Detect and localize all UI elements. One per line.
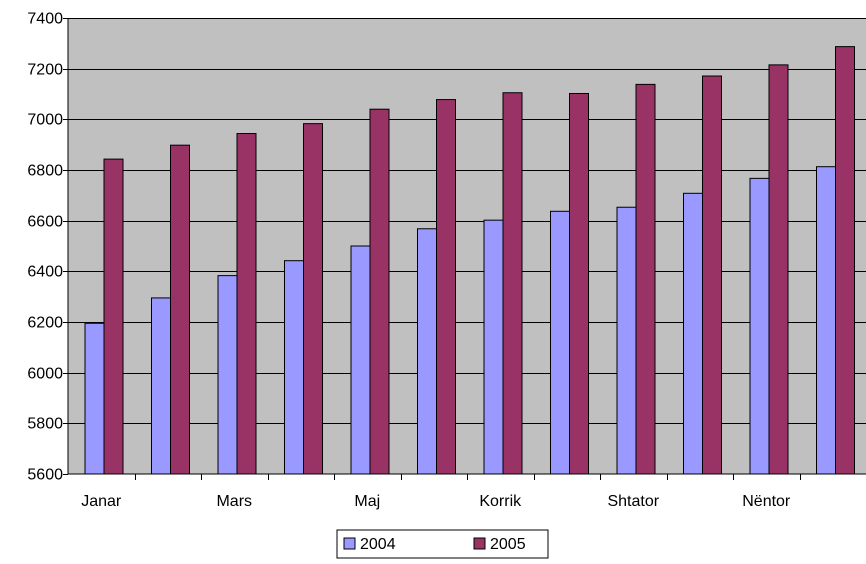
y-tick-label: 7400 bbox=[27, 11, 63, 28]
legend: 2004 2005 bbox=[336, 529, 549, 559]
bar-2004-Maj bbox=[350, 245, 371, 475]
bar-2005-Janar bbox=[103, 158, 124, 475]
y-tick-label: 5600 bbox=[27, 467, 63, 484]
bar-2005-Shkurt bbox=[170, 144, 190, 475]
gridlines bbox=[68, 18, 866, 424]
bar-2004-Korrik bbox=[483, 219, 504, 475]
bar-2004-Dhjetor bbox=[816, 166, 836, 475]
legend-label-2005: 2005 bbox=[490, 536, 526, 553]
bar-2005-Nëntor bbox=[768, 64, 789, 475]
bar-2005-Shtator bbox=[635, 83, 656, 475]
bar-2005-Qershor bbox=[436, 99, 456, 475]
bar-2004-Prill bbox=[284, 260, 304, 475]
bar-2004-Janar bbox=[84, 322, 105, 475]
legend-swatch-2005 bbox=[473, 537, 486, 550]
bar-2004-Gusht bbox=[550, 210, 570, 475]
x-tick-label: Nëntor bbox=[742, 493, 791, 510]
y-tick-label: 6800 bbox=[27, 163, 63, 180]
y-axis-ticks: 5600 5800 6000 6200 6400 6600 6800 7000 7200 7400 bbox=[27, 11, 68, 484]
bar-2004-Shkurt bbox=[151, 297, 171, 475]
legend-swatch-2004 bbox=[343, 537, 356, 550]
bar-2004-Tetor bbox=[683, 192, 703, 475]
bar-2005-Prill bbox=[303, 123, 323, 475]
x-tick-label: Maj bbox=[354, 493, 380, 510]
bar-2005-Maj bbox=[369, 108, 390, 475]
bars bbox=[84, 46, 855, 475]
y-tick-label: 6600 bbox=[27, 214, 63, 231]
y-tick-label: 7200 bbox=[27, 62, 63, 79]
legend-label-2004: 2004 bbox=[360, 536, 396, 553]
x-tick-label: Shtator bbox=[607, 493, 659, 510]
x-tick-label: Mars bbox=[216, 493, 252, 510]
bar-2005-Dhjetor bbox=[835, 46, 855, 475]
y-tick-label: 5800 bbox=[27, 416, 63, 433]
bar-2004-Mars bbox=[217, 275, 238, 475]
bar-2005-Tetor bbox=[702, 75, 722, 475]
bar-2005-Gusht bbox=[569, 92, 589, 475]
x-axis-ticks: Janar Mars Maj Korrik Shtator Nëntor bbox=[81, 474, 801, 510]
x-tick-label: Janar bbox=[81, 493, 122, 510]
bar-2005-Mars bbox=[236, 133, 257, 475]
y-tick-label: 7000 bbox=[27, 112, 63, 129]
y-tick-label: 6200 bbox=[27, 315, 63, 332]
bar-2004-Nëntor bbox=[749, 177, 770, 475]
bar-2005-Korrik bbox=[502, 92, 523, 475]
y-tick-label: 6000 bbox=[27, 366, 63, 383]
legend-box bbox=[336, 529, 549, 559]
bar-2004-Shtator bbox=[616, 206, 637, 475]
y-tick-label: 6400 bbox=[27, 264, 63, 281]
bar-2004-Qershor bbox=[417, 228, 437, 475]
x-tick-label: Korrik bbox=[479, 493, 522, 510]
plot-area bbox=[68, 18, 866, 474]
